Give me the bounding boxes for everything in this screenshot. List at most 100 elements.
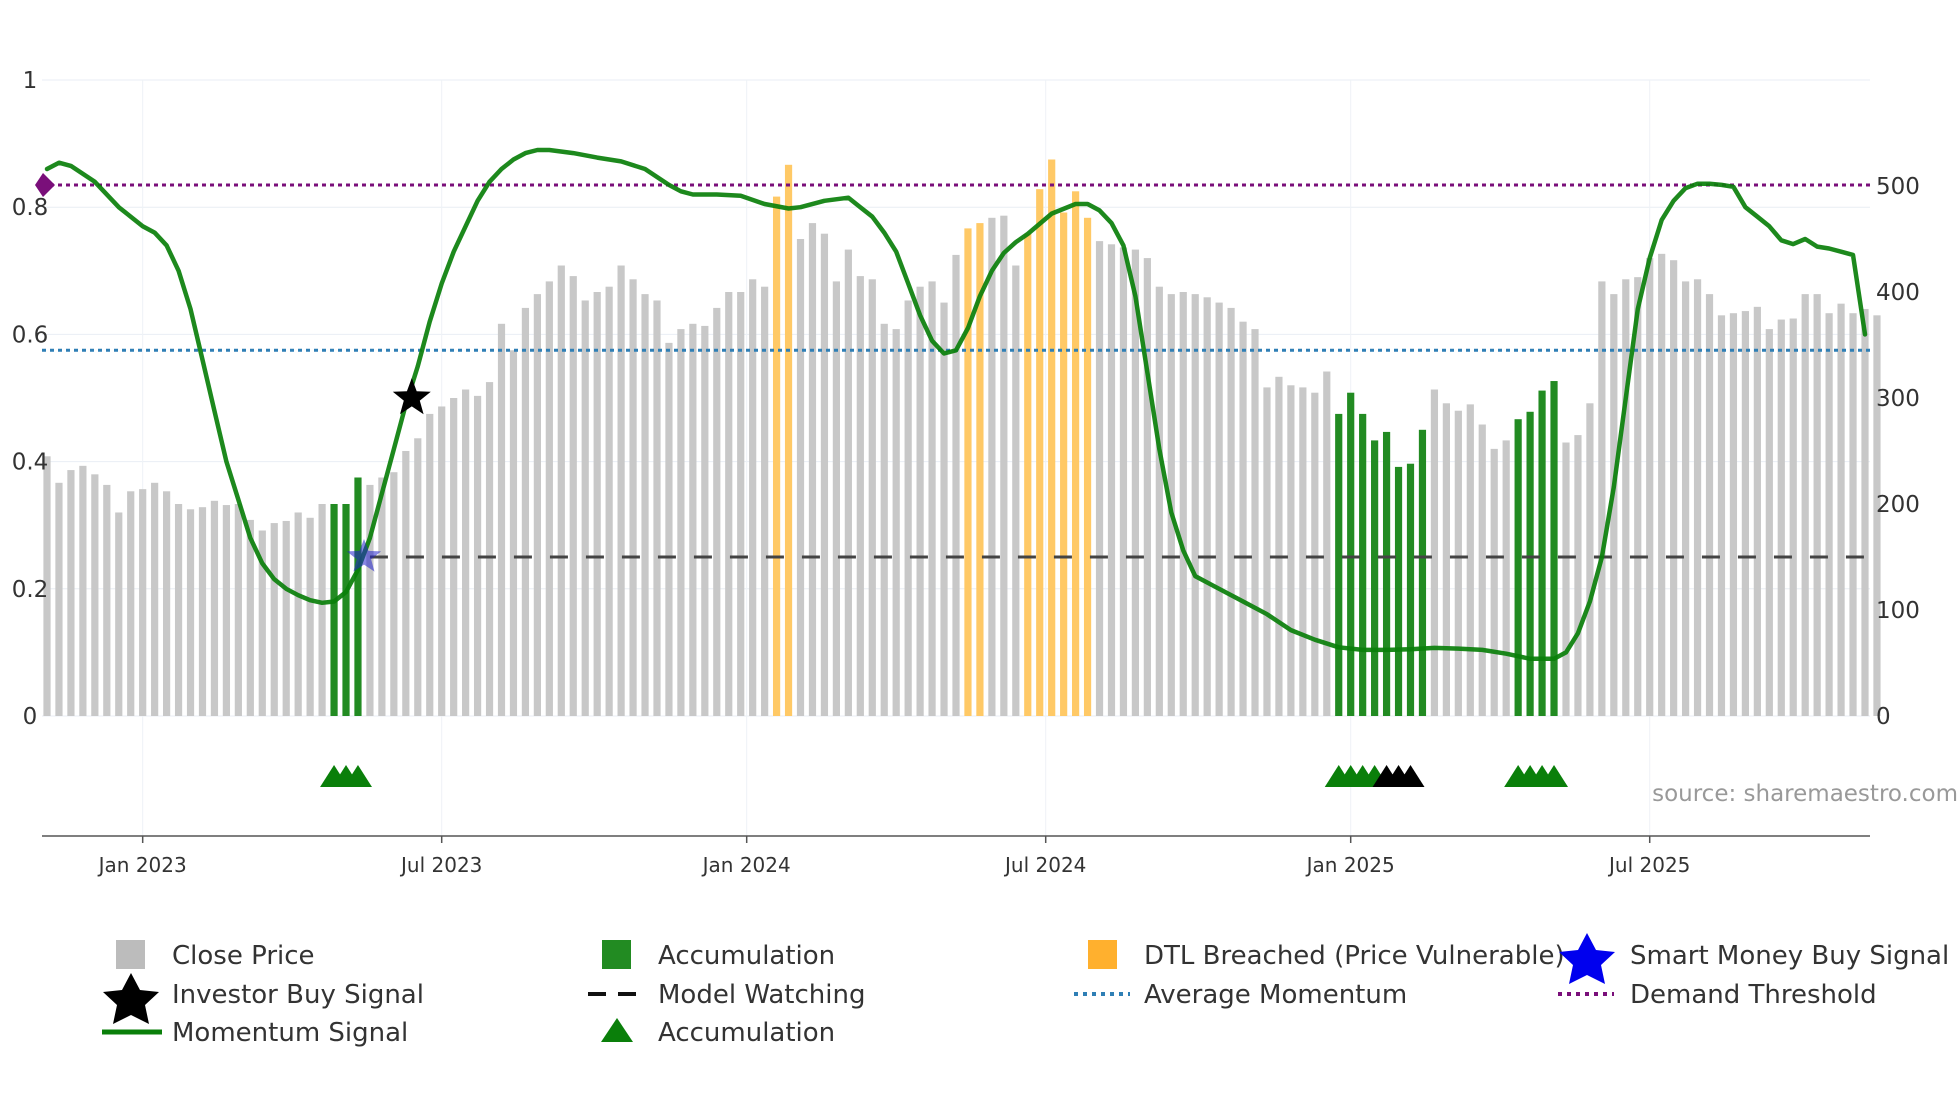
right-tick-label: 500 — [1876, 174, 1920, 200]
close-price-bar — [270, 523, 278, 716]
price-bars — [43, 159, 1881, 717]
close-price-bar — [533, 294, 541, 716]
close-price-bar — [808, 223, 817, 716]
close-price-bar — [55, 482, 63, 716]
momentum-signal-line — [44, 147, 1868, 662]
right-tick-label: 400 — [1876, 280, 1920, 306]
accumulation-bar — [1371, 440, 1379, 716]
source-label: source: sharemaestro.com — [1652, 781, 1958, 807]
close-price-bar — [1000, 215, 1008, 716]
close-price-bar — [1705, 294, 1714, 716]
close-price-bar — [1275, 376, 1283, 716]
x-tick-label: Jan 2024 — [701, 853, 791, 877]
signal-lines — [42, 147, 1870, 662]
investor-buy-star-icon — [392, 378, 431, 415]
close-price-bar — [402, 451, 410, 716]
left-tick-label: 0 — [23, 704, 38, 730]
legend-dtl-label: DTL Breached (Price Vulnerable) — [1144, 941, 1565, 971]
smart-money-buy-star-icon — [346, 539, 382, 572]
close-price-bar — [1191, 294, 1199, 716]
close-price-bar — [880, 323, 888, 716]
close-price-bar — [67, 470, 75, 716]
close-price-bar — [1634, 277, 1642, 716]
close-price-bar — [306, 517, 314, 716]
close-price-bar — [1622, 279, 1630, 716]
close-price-bar — [701, 325, 709, 716]
close-price-bar — [653, 300, 661, 716]
close-price-bar — [473, 395, 482, 716]
legend-momentum-signal-label: Momentum Signal — [172, 1018, 408, 1048]
close-price-bar — [1753, 306, 1761, 716]
legend-dtl-swatch — [1088, 940, 1117, 969]
legend-close-price-label: Close Price — [172, 941, 315, 971]
right-tick-label: 100 — [1876, 598, 1920, 624]
accumulation-marker-triangle — [343, 765, 372, 787]
accumulation-bar — [1382, 431, 1391, 716]
right-tick-label: 300 — [1876, 386, 1920, 412]
close-price-bar — [1777, 319, 1785, 716]
close-price-bar — [725, 292, 733, 716]
close-price-bar — [737, 292, 745, 716]
legend: Close Price Accumulation DTL Breached (P… — [102, 933, 1949, 1048]
close-price-bar — [127, 491, 135, 716]
accumulation-bar — [342, 504, 350, 716]
close-price-bar — [390, 472, 398, 716]
close-price-bar — [485, 382, 494, 716]
close-price-bar — [761, 286, 769, 716]
close-price-bar — [545, 281, 553, 716]
close-price-bar — [916, 286, 924, 716]
close-price-bar — [438, 406, 446, 716]
legend-accumulation-triangle-icon — [601, 1018, 633, 1042]
close-price-bar — [988, 217, 996, 717]
x-tick-label: Jul 2023 — [399, 853, 482, 877]
left-tick-label: 0.4 — [12, 450, 49, 476]
close-price-bar — [151, 482, 159, 716]
accumulation-bar — [330, 504, 338, 716]
accumulation-bar — [1526, 411, 1534, 716]
close-price-bar — [163, 491, 171, 716]
close-price-bar — [258, 530, 266, 716]
close-price-bar — [1131, 249, 1140, 716]
close-price-bar — [713, 307, 721, 716]
accumulation-bar — [1418, 429, 1427, 716]
dtl-breached-bar — [976, 223, 984, 716]
close-price-bar — [1646, 258, 1654, 716]
dtl-breached-bar — [1060, 212, 1068, 716]
close-price-bar — [1119, 247, 1128, 717]
close-price-bar — [1562, 442, 1570, 716]
close-price-bar — [186, 509, 195, 716]
close-price-bar — [1789, 318, 1797, 716]
close-price-bar — [1658, 253, 1666, 716]
dtl-breached-bar — [1048, 159, 1056, 716]
accumulation-marker-triangle-black — [1396, 765, 1425, 787]
close-price-bar — [1442, 403, 1450, 716]
accumulation-bar — [354, 477, 362, 716]
close-price-bar — [79, 465, 87, 716]
accumulation-marker-triangle — [1540, 765, 1569, 787]
close-price-bar — [1741, 311, 1749, 716]
dtl-breached-bar — [1024, 233, 1032, 716]
close-price-bar — [1454, 410, 1462, 716]
close-price-bar — [1873, 315, 1881, 716]
close-price-bar — [318, 504, 326, 716]
close-price-bar — [1215, 302, 1223, 716]
close-price-bar — [749, 279, 757, 716]
close-price-bar — [557, 265, 565, 716]
left-tick-label: 1 — [23, 68, 38, 94]
close-price-bar — [1610, 294, 1618, 716]
close-price-bar — [1263, 387, 1271, 716]
close-price-bar — [222, 505, 231, 716]
legend-average-momentum-label: Average Momentum — [1144, 980, 1407, 1010]
close-price-bar — [832, 281, 840, 716]
right-tick-label: 0 — [1876, 704, 1891, 730]
left-tick-label: 0.2 — [12, 577, 49, 603]
close-price-bar — [210, 500, 219, 716]
close-price-bar — [581, 300, 589, 716]
close-price-bar — [856, 276, 864, 716]
close-price-bar — [1287, 385, 1295, 716]
close-price-bar — [294, 512, 302, 716]
x-tick-label: Jan 2025 — [1305, 853, 1395, 877]
close-price-bar — [904, 300, 912, 716]
legend-close-price-swatch — [116, 940, 145, 969]
close-price-bar — [1227, 307, 1235, 716]
